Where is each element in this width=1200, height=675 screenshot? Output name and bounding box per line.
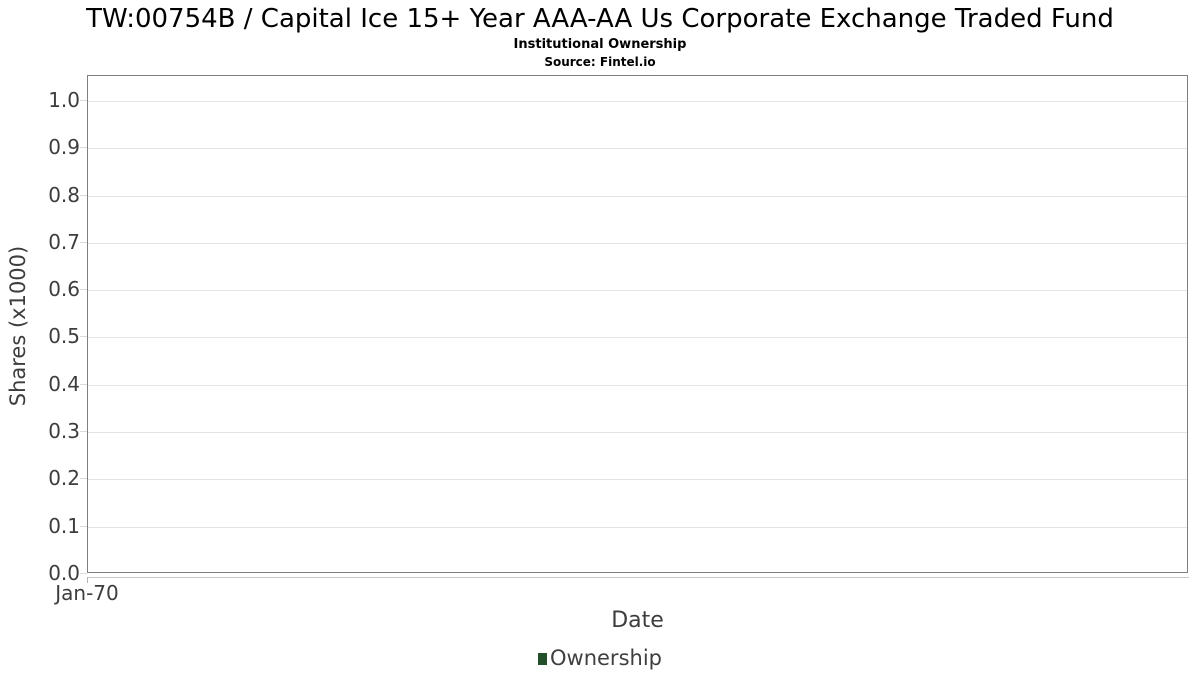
y-tick-mark <box>80 194 87 196</box>
gridline <box>88 290 1187 292</box>
chart-header: TW:00754B / Capital Ice 15+ Year AAA-AA … <box>0 0 1200 69</box>
y-tick-mark <box>80 383 87 385</box>
legend-label: Ownership <box>550 646 662 670</box>
y-tick-label: 0.6 <box>48 277 80 302</box>
y-tick-mark <box>80 336 87 338</box>
y-tick-label: 0.5 <box>48 324 80 349</box>
x-axis-title: Date <box>611 608 664 633</box>
gridline <box>88 195 1187 197</box>
y-tick-label: 0.0 <box>48 561 80 585</box>
y-tick-label: 0.9 <box>48 135 80 160</box>
y-tick-mark <box>80 99 87 101</box>
legend-swatch-icon <box>538 653 547 665</box>
y-tick-label: 0.1 <box>48 513 80 538</box>
y-tick-mark <box>80 478 87 480</box>
chart-subtitle: Institutional Ownership <box>513 37 687 52</box>
y-tick-mark <box>80 431 87 433</box>
gridline <box>88 148 1187 150</box>
y-tick-label: 0.7 <box>48 229 80 254</box>
y-tick-mark <box>80 147 87 149</box>
plot-area <box>87 75 1188 573</box>
gridline <box>88 526 1187 528</box>
y-tick-mark <box>80 573 87 574</box>
y-tick-label: 0.4 <box>48 371 80 396</box>
x-tick-mark <box>87 577 88 583</box>
y-tick-label: 1.0 <box>48 87 80 112</box>
y-tick-label: 0.3 <box>48 419 80 444</box>
gridline <box>88 337 1187 339</box>
gridline <box>88 479 1187 481</box>
legend-item-ownership[interactable]: Ownership <box>538 646 662 670</box>
chart-title: TW:00754B / Capital Ice 15+ Year AAA-AA … <box>86 4 1114 34</box>
gridline <box>88 384 1187 386</box>
y-tick-mark <box>80 289 87 291</box>
y-tick-mark <box>80 241 87 243</box>
y-tick-label: 0.8 <box>48 182 80 207</box>
y-tick-label: 0.2 <box>48 466 80 491</box>
gridline <box>88 432 1187 434</box>
y-tick-mark <box>80 525 87 527</box>
gridline <box>88 242 1187 244</box>
chart-source-label: Source: Fintel.io <box>544 55 656 69</box>
chart-legend: Ownership <box>0 646 1200 670</box>
x-axis-line <box>87 577 1189 578</box>
gridline <box>88 100 1187 102</box>
y-axis-title: Shares (x1000) <box>6 245 30 407</box>
x-tick-label: Jan-70 <box>55 581 119 605</box>
